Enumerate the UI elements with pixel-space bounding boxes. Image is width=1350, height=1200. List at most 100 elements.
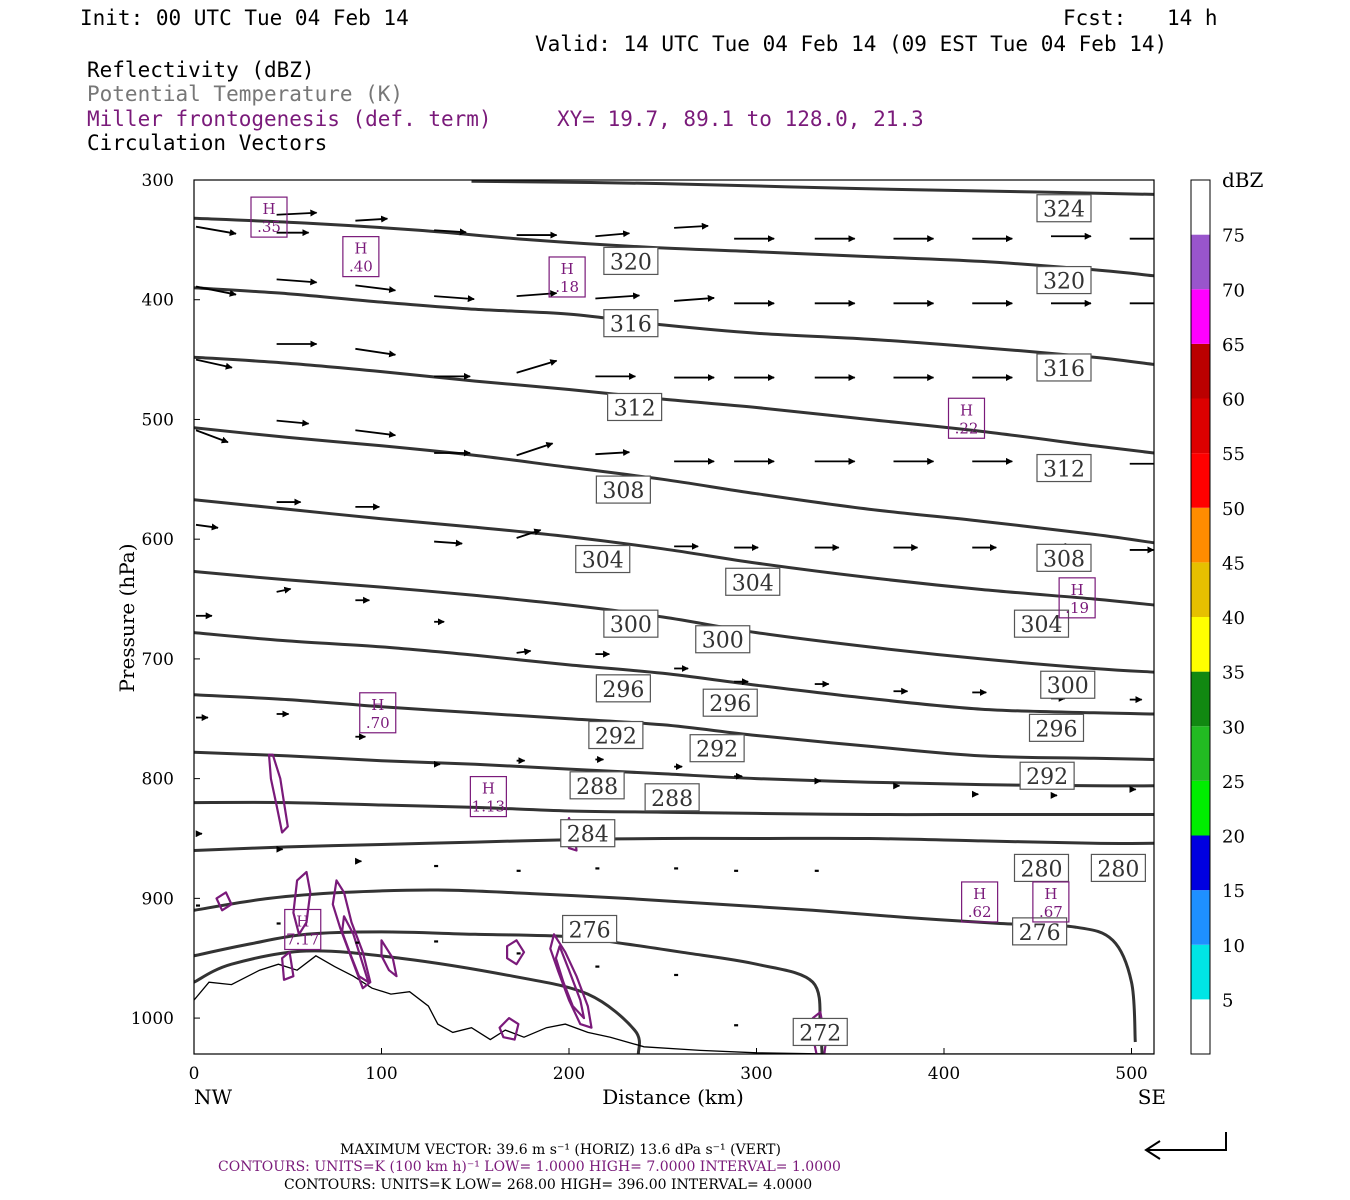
theta-contour-300 — [194, 570, 1154, 674]
y-tick-label: 800 — [142, 770, 174, 790]
contour-label-320: 320 — [1036, 265, 1092, 295]
colorbar-title: dBZ — [1222, 168, 1264, 192]
legend-frontogenesis: Miller frontogenesis (def. term) — [87, 107, 492, 131]
contour-label-308: 308 — [595, 475, 651, 504]
contour-label-text: 276 — [1019, 921, 1061, 946]
contour-label-box — [644, 783, 700, 812]
contour-label-box — [575, 544, 631, 574]
contour-label-text: 276 — [569, 918, 611, 943]
footer-frontogenesis-contours: CONTOURS: UNITS=K (100 km h)⁻¹ LOW= 1.00… — [218, 1159, 841, 1175]
theta-contour-288 — [194, 750, 1154, 788]
circulation-vector — [516, 528, 542, 539]
contour-label-box — [695, 625, 751, 654]
contour-label-324: 324 — [1036, 194, 1092, 223]
contour-label-text: 272 — [799, 1021, 841, 1046]
contour-label-304: 304 — [1013, 609, 1070, 638]
contour-label-box — [595, 475, 651, 504]
contour-label-316: 316 — [603, 309, 659, 338]
contour-label-text: 304 — [1021, 613, 1063, 638]
x-axis-left-end-label: NW — [194, 1085, 233, 1109]
colorbar-label: 45 — [1222, 553, 1245, 574]
max-marker-h: H — [1071, 581, 1084, 599]
contour-label-box — [689, 734, 745, 763]
colorbar-label: 10 — [1222, 936, 1245, 957]
contour-label-box — [562, 914, 618, 944]
circulation-vector — [516, 648, 532, 656]
contour-label-text: 320 — [610, 250, 652, 275]
colorbar-bin — [1191, 453, 1210, 508]
colorbar-bin — [1191, 289, 1210, 344]
max-marker-h: H — [1044, 885, 1057, 903]
forecast-hour: 14 h — [1167, 6, 1218, 30]
contour-label-284: 284 — [560, 819, 616, 848]
legend-potential-temperature: Potential Temperature (K) — [87, 82, 403, 106]
theta-contour-296 — [194, 631, 1154, 716]
colorbar-label: 35 — [1222, 663, 1245, 684]
max-marker-box — [469, 775, 507, 818]
colorbar-bin — [1191, 999, 1210, 1054]
footer-max-vector: MAXIMUM VECTOR: 39.6 m s⁻¹ (HORIZ) 13.6 … — [340, 1142, 781, 1158]
max-marker-value: .35 — [257, 218, 281, 236]
colorbar-label: 75 — [1222, 226, 1245, 247]
max-marker-box — [961, 881, 999, 923]
contour-label-300: 300 — [695, 625, 751, 654]
colorbar-label: 50 — [1222, 499, 1245, 520]
contour-label-box — [588, 720, 644, 750]
contour-label-312: 312 — [1036, 453, 1092, 483]
y-tick-label: 900 — [142, 889, 174, 909]
circulation-vector — [195, 225, 237, 237]
cross-section-endpoints: XY= 19.7, 89.1 to 128.0, 21.3 — [557, 107, 924, 131]
contour-label-text: 324 — [1043, 198, 1085, 223]
colorbar-bin — [1191, 835, 1210, 891]
colorbar-label: 30 — [1222, 717, 1245, 738]
x-tick-label: 100 — [365, 1064, 397, 1084]
colorbar-bin — [1191, 890, 1210, 945]
max-marker-h: H — [561, 260, 574, 278]
x-tick-label: 0 — [189, 1064, 200, 1084]
colorbar-bin — [1191, 944, 1210, 1000]
contour-label-text: 296 — [1036, 717, 1078, 742]
max-marker-value: .18 — [555, 278, 579, 296]
frontogenesis-contour-1 — [267, 753, 289, 834]
contour-label-300: 300 — [603, 609, 659, 638]
contour-label-text: 280 — [1021, 857, 1063, 882]
colorbar-bin — [1191, 507, 1210, 563]
circulation-vector — [355, 429, 397, 438]
colorbar-bin — [1191, 562, 1210, 617]
colorbar-label: 25 — [1222, 772, 1245, 793]
contour-label-300: 300 — [1040, 670, 1096, 699]
plot-area: 324 320 320 316 316 312 312 308 308 304 304 304 300 3… — [194, 180, 1154, 1054]
contour-label-292: 292 — [689, 734, 745, 763]
frontogenesis-max-marker: H.18 — [548, 256, 586, 298]
contour-label-box — [603, 309, 659, 338]
contour-label-text: 300 — [702, 629, 744, 654]
theta-contour-292 — [194, 693, 1154, 761]
colorbar-label: 70 — [1222, 280, 1245, 301]
contour-label-text: 312 — [1043, 458, 1085, 483]
contour-label-308: 308 — [1036, 543, 1092, 572]
circulation-vector — [674, 222, 709, 230]
contour-label-280: 280 — [1013, 853, 1070, 882]
max-marker-box — [342, 236, 380, 278]
contour-label-288: 288 — [644, 783, 700, 812]
contour-labels: 324 320 320 316 316 312 312 308 308 304 304 304 300 3… — [560, 194, 1146, 1046]
max-marker-value: .62 — [968, 903, 992, 921]
theta-contour-320 — [194, 216, 1154, 278]
max-marker-h: H — [262, 200, 275, 218]
colorbar: 5 10 15 20 25 30 35 40 45 50 55 60 65 70 75 — [1190, 179, 1245, 1055]
x-axis-label: Distance (km) — [602, 1085, 744, 1109]
max-marker-h: H — [482, 780, 495, 798]
x-tick-label: 400 — [928, 1064, 960, 1084]
colorbar-bin — [1191, 343, 1210, 399]
theta-contour-284 — [194, 800, 1154, 817]
contour-label-box — [1040, 670, 1096, 699]
colorbar-label: 60 — [1222, 390, 1245, 411]
contour-label-text: 288 — [651, 787, 693, 812]
contour-label-text: 280 — [1097, 857, 1139, 882]
legend-circulation-vectors: Circulation Vectors — [87, 131, 327, 155]
contour-label-292: 292 — [1019, 761, 1075, 790]
circulation-vector — [434, 295, 475, 303]
circulation-vector — [516, 442, 554, 457]
circulation-vector — [516, 359, 558, 374]
